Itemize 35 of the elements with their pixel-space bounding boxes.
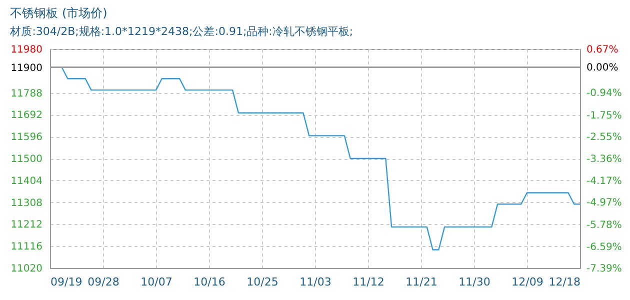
y-tick-label: 11900 <box>10 62 42 74</box>
y-tick-label: 11116 <box>10 242 42 253</box>
y-tick-label: 11788 <box>10 88 42 100</box>
y-tick-label: 11980 <box>10 44 42 56</box>
y2-tick-label: -4.97% <box>586 198 622 209</box>
y2-tick-label: 0.00% <box>586 62 618 74</box>
y-tick-label: 11020 <box>10 264 42 274</box>
x-tick-label: 10/25 <box>246 276 278 288</box>
x-tick-label: 09/19 <box>50 276 82 288</box>
y-tick-label: 11212 <box>10 220 42 231</box>
x-tick-label: 11/21 <box>406 276 438 288</box>
y2-tick-label: -6.59% <box>586 242 622 253</box>
x-tick-label: 11/03 <box>300 276 332 288</box>
y2-tick-label: -5.78% <box>586 220 622 231</box>
x-tick-label: 12/09 <box>512 276 544 288</box>
y2-tick-label: -0.94% <box>586 88 622 100</box>
y-tick-label: 11596 <box>10 132 42 144</box>
y2-tick-label: -1.75% <box>586 110 622 122</box>
y-tick-label: 11500 <box>10 154 42 165</box>
x-tick-label: 11/12 <box>352 276 384 288</box>
y-tick-label: 11308 <box>10 198 42 209</box>
y2-tick-label: -4.17% <box>586 176 622 188</box>
y-tick-label: 11692 <box>10 110 42 122</box>
y2-tick-label: -3.36% <box>586 154 622 165</box>
x-tick-label: 09/28 <box>88 276 120 288</box>
chart-title: 不锈钢板 (市场价) <box>10 6 108 20</box>
x-tick-label: 10/07 <box>140 276 172 288</box>
chart-subtitle: 材质:304/2B;规格:1.0*1219*2438;公差:0.91;品种:冷轧不锈钢平板; <box>9 25 354 38</box>
x-tick-label: 11/30 <box>458 276 490 288</box>
y2-tick-label: -2.55% <box>586 132 622 143</box>
x-tick-label: 10/16 <box>194 276 226 288</box>
y2-tick-label: -7.39% <box>586 264 622 274</box>
y-tick-label: 11404 <box>10 176 42 187</box>
x-tick-label: 12/18 <box>548 276 580 288</box>
y2-tick-label: 0.67% <box>586 44 618 56</box>
